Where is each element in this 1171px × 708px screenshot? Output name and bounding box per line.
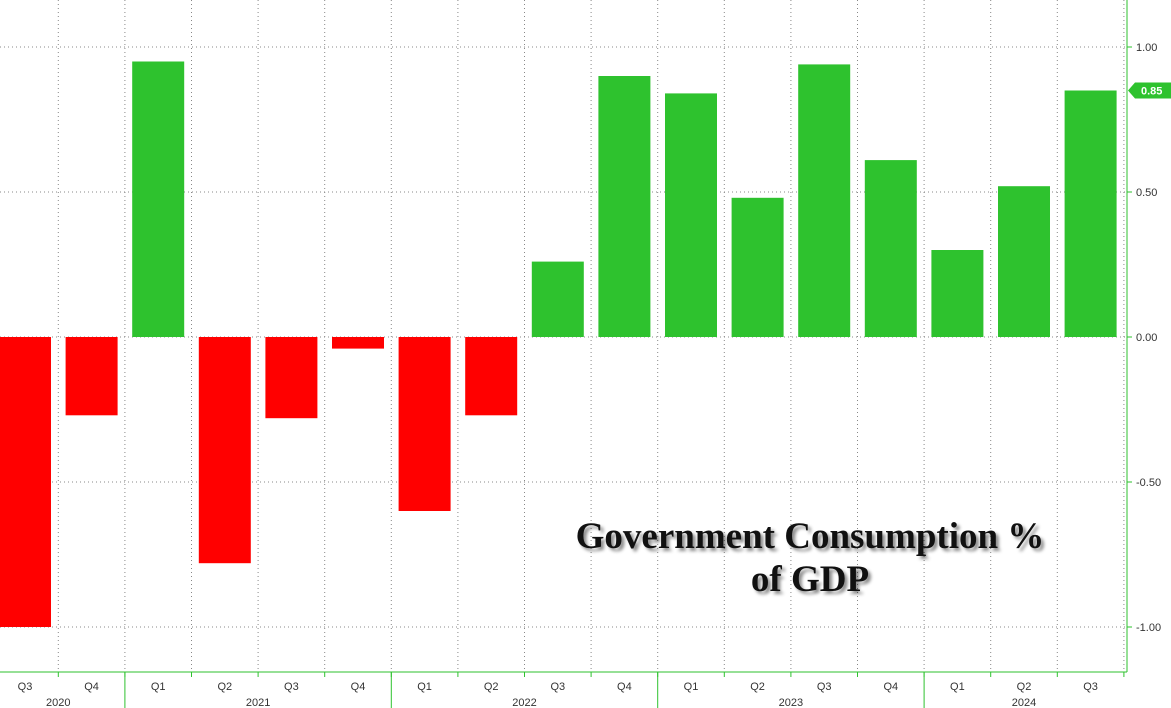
chart-title-line-1: Government Consumption % [575, 516, 1045, 557]
x-year-label: 2024 [1012, 697, 1036, 708]
chart-title: Government Consumption % of GDP [500, 515, 1120, 601]
x-tick-label: Q4 [617, 681, 632, 693]
bar-3 [198, 337, 251, 564]
x-year-label: 2021 [246, 697, 270, 708]
x-tick-label: Q1 [151, 681, 166, 693]
x-tick-label: Q4 [351, 681, 366, 693]
grid-lines [0, 0, 1127, 672]
chart-title-line-2: of GDP [750, 559, 870, 600]
bar-0 [0, 337, 51, 627]
y-tick-label: 1.00 [1136, 42, 1157, 54]
last-value-label: 0.85 [1141, 86, 1162, 98]
bar-15 [998, 186, 1050, 337]
last-value-marker [1128, 82, 1171, 99]
x-tick-label: Q4 [883, 681, 898, 693]
x-tick-label: Q2 [1017, 681, 1032, 693]
x-tick-label: Q3 [550, 681, 565, 693]
bar-16 [1064, 90, 1117, 337]
x-tick-label: Q2 [484, 681, 499, 693]
x-year-label: 2023 [779, 697, 803, 708]
bars [0, 61, 1117, 627]
bar-1 [65, 337, 118, 416]
x-year-label: 2020 [46, 697, 70, 708]
bar-7 [465, 337, 518, 416]
bar-13 [864, 160, 917, 337]
bar-5 [332, 337, 384, 349]
x-tick-label: Q3 [1083, 681, 1098, 693]
x-tick-label: Q1 [417, 681, 432, 693]
bar-8 [531, 261, 584, 337]
bar-6 [398, 337, 451, 511]
bar-11 [731, 197, 784, 337]
bar-10 [665, 93, 717, 338]
x-tick-label: Q1 [950, 681, 965, 693]
x-tick-label: Q3 [18, 681, 33, 693]
y-axis: 1.00 0.50 0.00 -0.50 -1.00 0.85 [1126, 0, 1171, 672]
y-tick-label: -1.00 [1136, 622, 1161, 634]
bar-12 [798, 64, 851, 338]
x-axis: Q3 Q4 Q1 Q2 Q3 Q4 Q1 Q2 Q3 Q4 Q1 Q2 Q3 Q4 Q1 Q2 Q3 2020 20… [0, 671, 1127, 708]
x-tick-label: Q2 [217, 681, 232, 693]
bar-9 [598, 76, 651, 337]
bar-14 [931, 250, 984, 337]
x-tick-label: Q3 [284, 681, 299, 693]
y-tick-label: 0.50 [1136, 187, 1157, 199]
bar-2 [132, 61, 185, 337]
x-year-label: 2022 [512, 697, 536, 708]
bar-4 [265, 337, 318, 419]
x-tick-label: Q3 [817, 681, 832, 693]
x-tick-label: Q2 [750, 681, 765, 693]
y-tick-label: -0.50 [1136, 477, 1161, 489]
x-tick-label: Q1 [684, 681, 699, 693]
y-tick-label: 0.00 [1136, 332, 1157, 344]
x-tick-label: Q4 [84, 681, 99, 693]
